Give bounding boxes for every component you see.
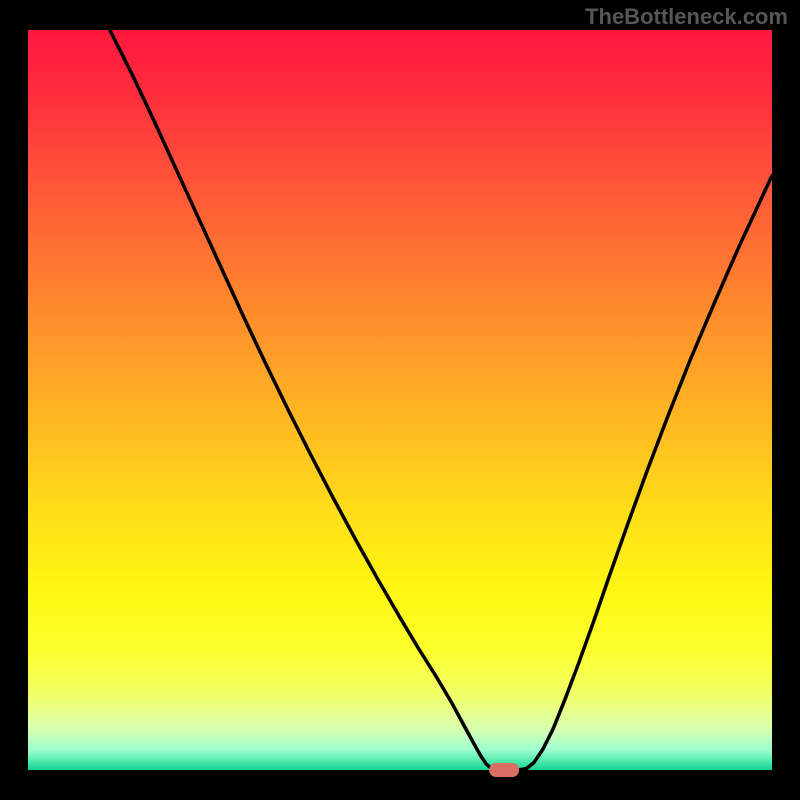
bottleneck-chart: [0, 0, 800, 800]
optimal-marker: [489, 763, 519, 777]
chart-container: TheBottleneck.com: [0, 0, 800, 800]
watermark-text: TheBottleneck.com: [585, 4, 788, 30]
plot-background: [28, 30, 772, 770]
